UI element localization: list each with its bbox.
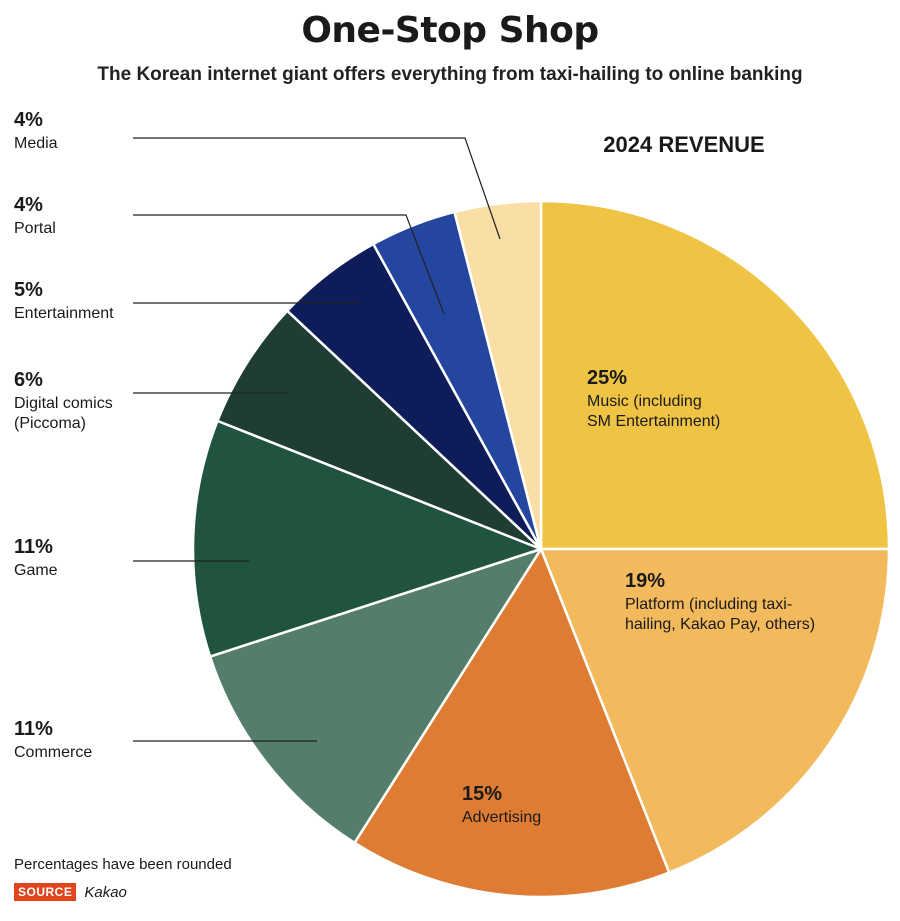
- slice-percent-label: 25%: [587, 367, 627, 389]
- slice-name-label: (Piccoma): [14, 415, 86, 432]
- slice-name-label: Commerce: [14, 744, 92, 761]
- pie-slice: [216, 309, 543, 551]
- slice-percent-label: 19%: [625, 570, 665, 592]
- pie-slice: [353, 547, 671, 899]
- pie-slice: [191, 419, 543, 658]
- leader-line: [133, 137, 501, 240]
- slice-percent-label: 11%: [14, 718, 53, 740]
- slice-name-label: Music (including: [587, 393, 702, 410]
- slice-name-label: Portal: [14, 220, 56, 237]
- source-badge: SOURCE: [14, 883, 77, 901]
- slice-percent-label: 11%: [14, 536, 53, 558]
- slice-name-label: hailing, Kakao Pay, others): [625, 616, 815, 633]
- slice-percent-label: 6%: [14, 369, 43, 391]
- slice-name-label: Advertising: [462, 809, 541, 826]
- source-line: SOURCE Kakao: [14, 883, 127, 901]
- slice-percent-label: 4%: [14, 194, 43, 216]
- pie-slice: [539, 547, 891, 874]
- slice-name-label: Digital comics: [14, 395, 113, 412]
- slice-percent-label: 5%: [14, 279, 43, 301]
- source-name: Kakao: [84, 883, 127, 901]
- slice-name-label: Entertainment: [14, 305, 114, 322]
- slice-name-label: Media: [14, 135, 58, 152]
- chart-heading: 2024 REVENUE: [603, 132, 764, 157]
- slice-name-label: SM Entertainment): [587, 413, 720, 430]
- chart-title: One-Stop Shop: [301, 10, 599, 51]
- slice-percent-label: 15%: [462, 783, 502, 805]
- slice-percent-label: 4%: [14, 109, 43, 131]
- chart-subtitle: The Korean internet giant offers everyth…: [97, 64, 803, 85]
- slice-name-label: Platform (including taxi-: [625, 596, 792, 613]
- pie-slice: [208, 547, 543, 845]
- pie-slice: [453, 199, 543, 551]
- slice-name-label: Game: [14, 562, 58, 579]
- footnote: Percentages have been rounded: [14, 856, 232, 873]
- pie-slice: [539, 199, 891, 551]
- leader-line: [133, 214, 445, 315]
